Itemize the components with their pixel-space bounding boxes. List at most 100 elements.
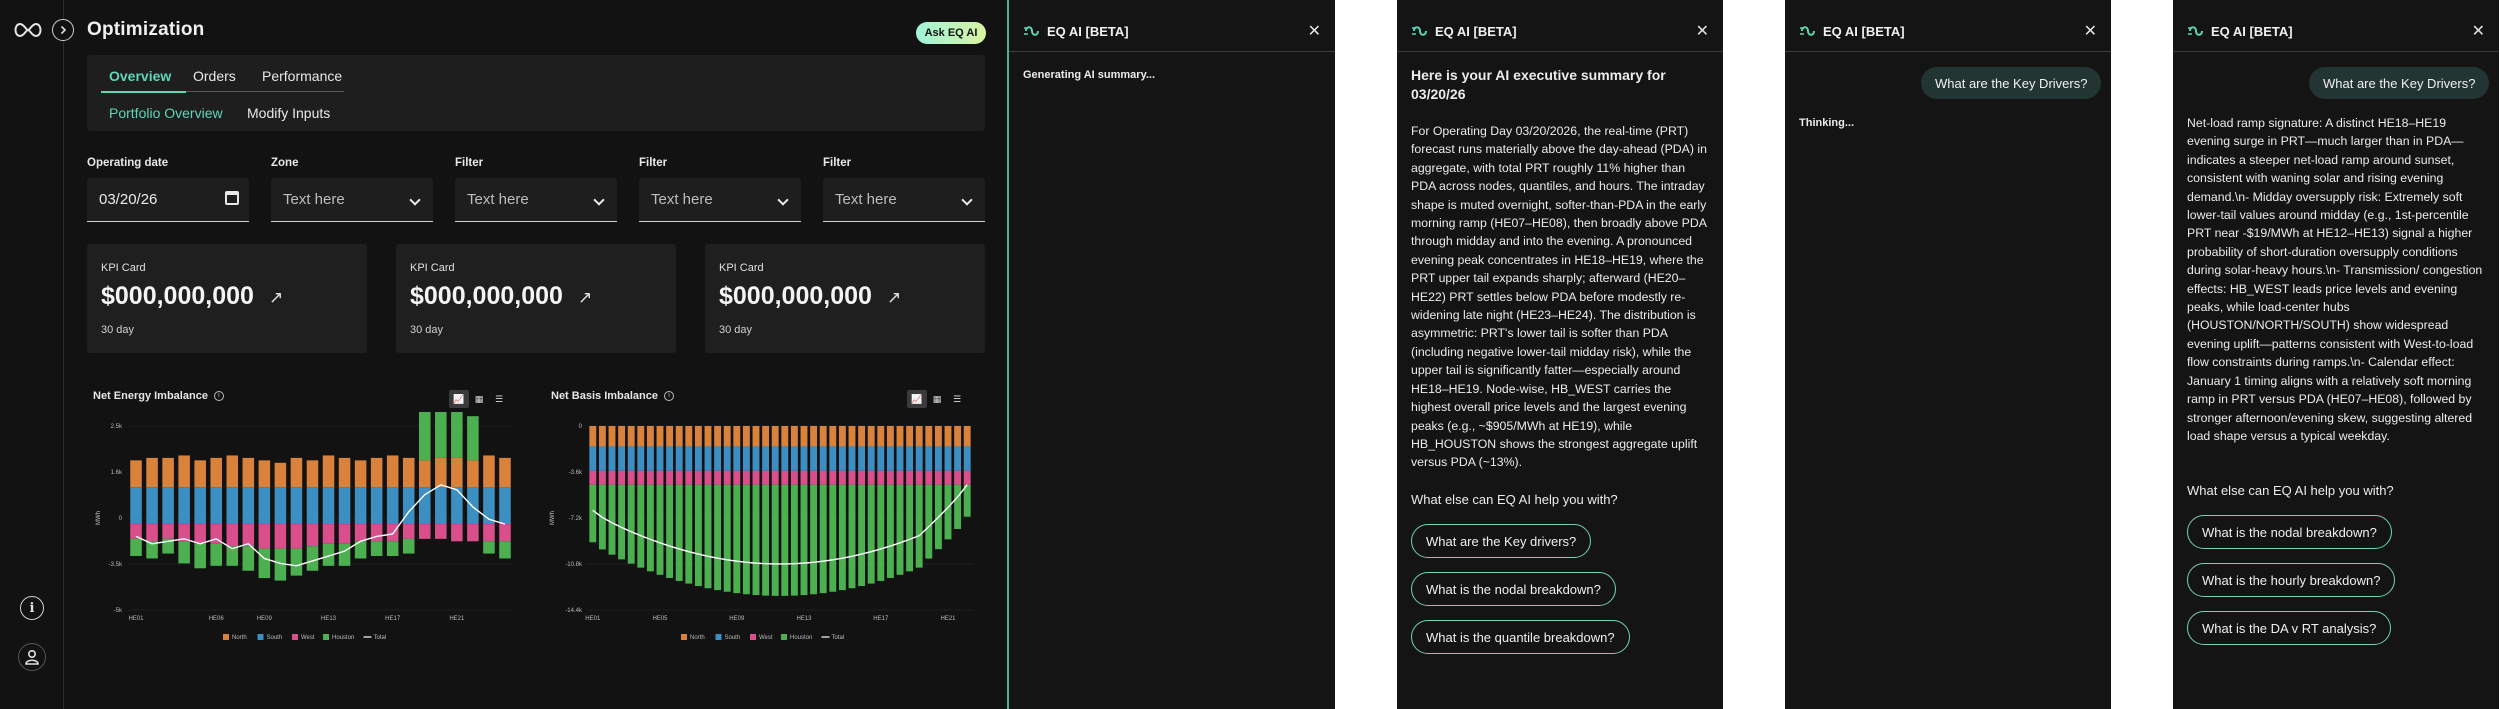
bar-north xyxy=(589,426,597,447)
filter-select-3[interactable]: Text here xyxy=(823,178,985,222)
bar-west xyxy=(819,470,827,485)
bar-north xyxy=(733,426,741,447)
ask-eq-ai-button[interactable]: Ask EQ AI xyxy=(916,22,986,44)
legend-label: West xyxy=(301,635,315,641)
bar-south xyxy=(646,446,654,471)
kpi-card: KPI Card $000,000,000 ↗ 30 day xyxy=(396,244,676,353)
line-chart-icon[interactable]: 📈 xyxy=(449,390,469,408)
bar-south xyxy=(771,446,779,471)
grid-icon[interactable]: ▦ xyxy=(932,393,942,404)
summary-body: For Operating Day 03/20/2026, the real-t… xyxy=(1411,124,1707,470)
suggestion-chip[interactable]: What is the DA v RT analysis? xyxy=(2187,611,2392,645)
suggestion-chip[interactable]: What is the nodal breakdown? xyxy=(2187,515,2392,549)
bar-north xyxy=(627,426,635,447)
info-icon[interactable]: i xyxy=(664,391,674,401)
bar-houston xyxy=(675,484,683,581)
bar-west xyxy=(483,524,495,542)
chart-title-basis: Net Basis Imbalance i xyxy=(551,390,674,402)
infinity-logo-icon[interactable] xyxy=(12,18,44,42)
suggestion-chip[interactable]: What is the quantile breakdown? xyxy=(1411,620,1630,654)
bar-houston xyxy=(646,484,654,572)
filter-select-1[interactable]: Text here xyxy=(455,178,617,222)
close-icon[interactable]: ✕ xyxy=(2083,23,2097,40)
calendar-icon[interactable] xyxy=(225,191,239,205)
bar-houston xyxy=(627,484,635,564)
bar-houston xyxy=(178,541,190,564)
bar-houston xyxy=(210,543,223,566)
legend-label: North xyxy=(232,635,247,641)
eq-ai-logo-icon xyxy=(2188,26,2203,36)
bar-houston xyxy=(608,484,616,555)
bar-north xyxy=(877,426,885,447)
bar-south xyxy=(290,487,303,525)
bar-north xyxy=(723,426,731,447)
bar-north xyxy=(963,426,971,447)
bar-houston xyxy=(666,484,674,578)
table-icon[interactable]: ☰ xyxy=(494,393,504,404)
bar-south xyxy=(848,446,856,471)
suggestion-chip[interactable]: What is the nodal breakdown? xyxy=(1411,572,1616,606)
bar-south xyxy=(146,487,158,525)
bar-south xyxy=(354,487,367,525)
bar-south xyxy=(790,446,798,471)
tab-performance[interactable]: Performance xyxy=(262,68,343,84)
info-icon[interactable]: i xyxy=(213,391,224,401)
user-avatar-icon[interactable] xyxy=(18,643,46,671)
kpi-label: KPI Card xyxy=(719,262,764,274)
subtab-modify-inputs[interactable]: Modify Inputs xyxy=(247,105,331,121)
table-icon[interactable]: ☰ xyxy=(952,393,962,404)
collapse-sidebar-icon[interactable] xyxy=(52,19,74,41)
bar-south xyxy=(685,446,693,471)
chart-view-toggle: 📈 ▦ ☰ xyxy=(907,390,967,408)
bar-west xyxy=(800,470,808,485)
total-line xyxy=(592,484,968,565)
bar-north xyxy=(934,426,942,447)
y-tick-label: -3.6k xyxy=(569,470,583,476)
suggestion-chip[interactable]: What is the hourly breakdown? xyxy=(2187,563,2396,597)
close-icon[interactable]: ✕ xyxy=(2471,23,2485,40)
bar-north xyxy=(925,426,933,447)
bar-north xyxy=(944,426,952,447)
legend-swatch xyxy=(257,634,264,640)
suggestion-chip[interactable]: What are the Key drivers? xyxy=(1411,524,1592,558)
filter-label-2: Filter xyxy=(639,157,668,169)
bar-west xyxy=(210,524,223,544)
line-chart-icon[interactable]: 📈 xyxy=(907,390,927,408)
tab-overview[interactable]: Overview xyxy=(109,68,172,84)
kpi-value: $000,000,000 xyxy=(719,282,872,310)
filter-select-2[interactable]: Text here xyxy=(639,178,801,222)
info-icon[interactable]: i xyxy=(20,596,44,620)
bar-west xyxy=(627,470,635,485)
bar-west xyxy=(886,470,894,485)
bar-north xyxy=(838,426,846,447)
bar-west xyxy=(370,524,383,542)
close-icon[interactable]: ✕ xyxy=(1695,23,1709,40)
operating-date-input[interactable]: 03/20/26 xyxy=(87,178,249,222)
generating-status: Generating AI summary... xyxy=(1023,69,1156,81)
x-tick-label: HE21 xyxy=(449,616,465,622)
x-tick-label: HE09 xyxy=(729,616,745,622)
bar-north xyxy=(742,426,750,447)
y-tick-label: -3.5k xyxy=(109,562,123,568)
bar-houston xyxy=(694,484,702,587)
summary-heading: Here is your AI executive summary for 03… xyxy=(1411,67,1666,102)
panel-title: EQ AI [BETA] xyxy=(1435,24,1517,39)
bar-north xyxy=(242,457,255,488)
filter-placeholder-3: Text here xyxy=(835,191,897,208)
grid-icon[interactable]: ▦ xyxy=(474,393,484,404)
y-tick-label: -5k xyxy=(114,608,123,614)
bar-west xyxy=(714,470,722,485)
close-icon[interactable]: ✕ xyxy=(1307,23,1321,40)
bar-north xyxy=(829,426,837,447)
tab-orders[interactable]: Orders xyxy=(193,68,236,84)
bar-north xyxy=(867,426,875,447)
bar-west xyxy=(848,470,856,485)
bar-houston xyxy=(618,484,626,560)
zone-select[interactable]: Text here xyxy=(271,178,433,222)
x-tick-label: HE17 xyxy=(385,616,401,622)
panel-header: EQ AI [BETA] ✕ xyxy=(2173,0,2499,52)
bar-south xyxy=(258,487,271,525)
bar-north xyxy=(618,426,626,447)
subtab-portfolio-overview[interactable]: Portfolio Overview xyxy=(109,105,223,121)
bar-west xyxy=(435,524,447,539)
